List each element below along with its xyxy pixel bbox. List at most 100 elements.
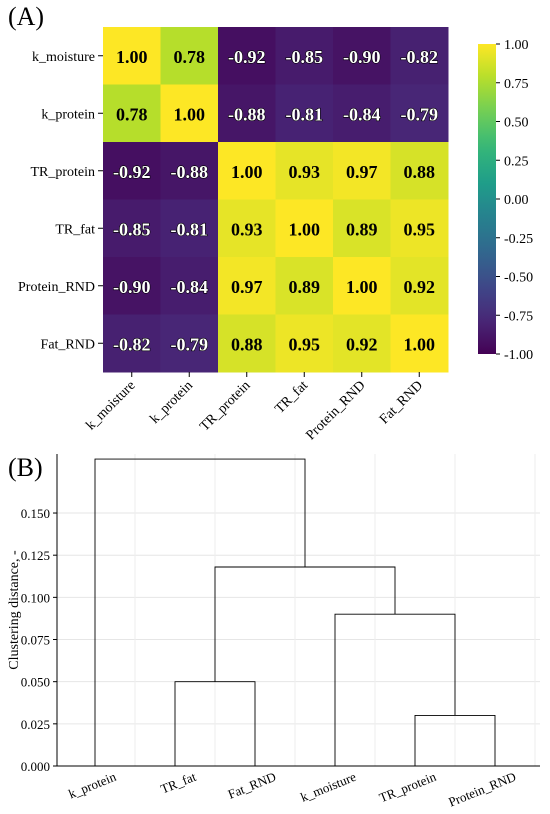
column-label: Fat_RND <box>377 378 426 427</box>
cell-value-label: 0.95 <box>289 334 321 354</box>
heatmap-cell <box>333 142 391 200</box>
colorbar-tick-label: 0.50 <box>504 116 529 131</box>
cell-value-label: 0.92 <box>404 277 436 297</box>
heatmap-cell <box>103 314 161 373</box>
heatmap-cell <box>275 27 334 85</box>
heatmap-cell <box>218 84 276 143</box>
cell-value-label: 1.00 <box>404 334 436 354</box>
cell-value-label: 1.00 <box>346 277 378 297</box>
row-label: Protein_RND <box>18 280 95 295</box>
cell-value-label: -0.90 <box>113 277 151 297</box>
heatmap-cell <box>160 314 219 373</box>
heatmap-cell <box>275 84 334 143</box>
heatmap-cell <box>390 199 449 258</box>
heatmap-cell <box>103 84 161 143</box>
heatmap-cell <box>333 84 391 143</box>
cell-value-label: -0.82 <box>113 334 151 354</box>
cell-value-label: -0.90 <box>343 47 381 67</box>
leaf-label: k_moisture <box>298 769 358 805</box>
heatmap-cell <box>390 142 449 200</box>
cell-value-label: -0.79 <box>401 104 439 124</box>
colorbar-tick-label: -0.25 <box>504 232 533 247</box>
dendrogram-link <box>214 566 396 682</box>
panel-b-label: (B) <box>8 453 43 482</box>
heatmap-cell <box>333 27 391 85</box>
panel-a-label: (A) <box>8 2 45 31</box>
cell-value-label: 0.88 <box>231 334 263 354</box>
heatmap-cell <box>275 257 334 315</box>
cell-value-label: 0.97 <box>231 277 263 297</box>
row-label: Fat_RND <box>41 337 95 352</box>
heatmap-cell <box>390 27 449 85</box>
cell-value-label: 0.78 <box>174 47 206 67</box>
leaf-label: Protein_RND <box>446 769 518 810</box>
y-tick-label: 0.075 <box>21 633 50 648</box>
heatmap-cell <box>218 199 276 258</box>
cell-value-label: -0.84 <box>171 277 209 297</box>
heatmap-cell <box>333 314 391 373</box>
dendrogram-link <box>334 613 456 766</box>
dendrogram-link <box>94 458 306 766</box>
colorbar-gradient <box>478 44 496 354</box>
heatmap-cell <box>275 199 334 258</box>
heatmap-cell <box>390 314 449 373</box>
cell-value-label: 0.93 <box>231 219 263 239</box>
cell-value-label: -0.92 <box>113 162 151 182</box>
dendrogram: 0.000 0.025 0.050 0.075 0.100 0.125 0.150 Clust… <box>7 454 540 810</box>
cell-value-label: -0.92 <box>228 47 266 67</box>
colorbar-tick-label: 0.00 <box>504 193 529 208</box>
column-label: Protein_RND <box>304 378 369 443</box>
heatmap-cell <box>333 199 391 258</box>
cell-value-label: 0.92 <box>346 334 378 354</box>
leaf-label: Fat_RND <box>226 769 278 802</box>
heatmap-cell <box>333 257 391 315</box>
y-tick-label: 0.150 <box>21 506 50 521</box>
colorbar-tick-label: -1.00 <box>504 348 533 363</box>
cell-value-label: 0.97 <box>346 162 378 182</box>
heatmap-cell <box>390 84 449 143</box>
row-label: TR_fat <box>55 222 95 237</box>
cell-value-label: -0.88 <box>171 162 209 182</box>
heatmap-cell <box>218 314 276 373</box>
heatmap-cell <box>218 142 276 200</box>
colorbar-tick-label: -0.50 <box>504 271 533 286</box>
cell-value-label: -0.88 <box>228 104 266 124</box>
column-label: k_protein <box>148 378 197 427</box>
dendrogram-link <box>174 681 256 766</box>
row-label: k_moisture <box>32 50 95 65</box>
cell-value-label: -0.82 <box>401 47 439 67</box>
cell-value-label: -0.81 <box>171 219 209 239</box>
y-tick-label: 0.125 <box>21 548 50 563</box>
heatmap-cell <box>160 84 219 143</box>
cell-value-label: -0.85 <box>286 47 324 67</box>
heatmap-cell <box>160 257 219 315</box>
y-axis-label: Clustering distance, - <box>7 550 22 670</box>
y-tick-label: 0.025 <box>21 717 50 732</box>
heatmap-cell <box>103 142 161 200</box>
leaf-label: k_protein <box>66 769 118 802</box>
heatmap-cell <box>218 27 276 85</box>
cell-value-label: -0.84 <box>343 104 381 124</box>
colorbar-tick-label: 0.75 <box>504 77 529 92</box>
column-label: TR_fat <box>272 378 311 417</box>
row-label: TR_protein <box>30 165 95 180</box>
heatmap-cell <box>103 199 161 258</box>
colorbar: 1.00 0.75 0.50 0.25 0.00 -0.25 -0.50 -0.75 -1.00 <box>478 38 533 363</box>
colorbar-tick-label: 1.00 <box>504 38 529 53</box>
colorbar-tick-label: 0.25 <box>504 154 529 169</box>
cell-value-label: 0.88 <box>404 162 436 182</box>
colorbar-tick-label: -0.75 <box>504 309 533 324</box>
heatmap-cell <box>160 199 219 258</box>
cell-value-label: 0.89 <box>346 219 378 239</box>
cell-value-label: 1.00 <box>289 219 321 239</box>
heatmap-cell <box>160 27 219 85</box>
column-label: k_moisture <box>83 378 138 433</box>
heatmap-cell <box>275 314 334 373</box>
cell-value-label: 0.89 <box>289 277 321 297</box>
heatmap-cell <box>103 27 161 85</box>
heatmap-cell <box>218 257 276 315</box>
y-tick-label: 0.100 <box>21 590 50 605</box>
heatmap-cell <box>103 257 161 315</box>
row-label: k_protein <box>41 107 95 122</box>
